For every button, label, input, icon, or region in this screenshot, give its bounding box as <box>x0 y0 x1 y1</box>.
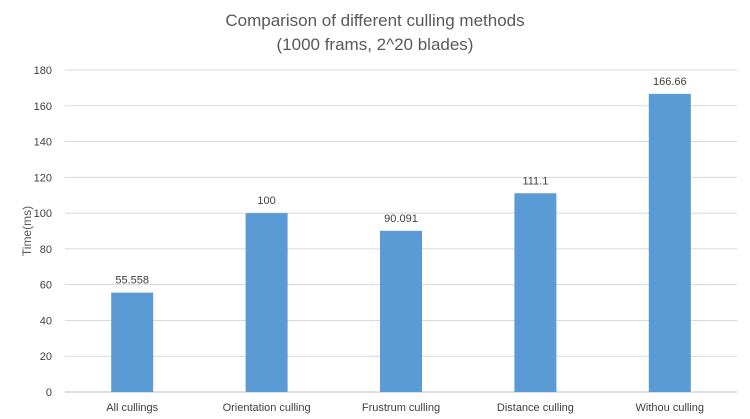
bar-data-label: 55.558 <box>115 275 149 287</box>
bar <box>245 213 288 392</box>
bar <box>648 93 691 393</box>
y-tick-label: 0 <box>46 387 52 399</box>
bar <box>111 292 154 392</box>
x-category-label: Orientation culling <box>223 402 311 414</box>
y-tick-label: 20 <box>40 351 52 363</box>
bar-data-label: 100 <box>257 195 275 207</box>
x-category-label: Distance culling <box>497 402 574 414</box>
data-labels: 55.558 100 90.091 111.1 166.66 <box>115 76 686 287</box>
y-tick-label: 60 <box>40 280 52 292</box>
x-category-label: Frustrum culling <box>362 402 440 414</box>
y-axis-ticks: 0 20 40 60 80 100 120 140 160 180 <box>34 65 52 399</box>
y-tick-label: 180 <box>34 65 52 77</box>
y-axis-title: Time(ms) <box>20 206 34 256</box>
bar <box>380 230 422 392</box>
bar-data-label: 90.091 <box>384 213 418 225</box>
bar <box>514 193 557 392</box>
bar-data-label: 166.66 <box>653 76 687 88</box>
y-tick-label: 120 <box>34 172 52 184</box>
chart-title-line-1: Comparison of different culling methods <box>225 11 524 30</box>
chart-title-line-2: (1000 frams, 2^20 blades) <box>277 35 474 54</box>
y-tick-label: 40 <box>40 315 52 327</box>
bars <box>111 93 691 393</box>
y-tick-label: 80 <box>40 244 52 256</box>
y-tick-label: 160 <box>34 101 52 113</box>
chart-title: Comparison of different culling methods … <box>225 11 524 54</box>
bar-data-label: 111.1 <box>522 175 548 187</box>
x-category-label: All cullings <box>106 402 158 414</box>
y-tick-label: 140 <box>34 137 52 149</box>
x-category-label: Withou culling <box>636 402 704 414</box>
x-axis-categories: All cullings Orientation culling Frustrum … <box>106 402 704 414</box>
y-tick-label: 100 <box>34 208 52 220</box>
